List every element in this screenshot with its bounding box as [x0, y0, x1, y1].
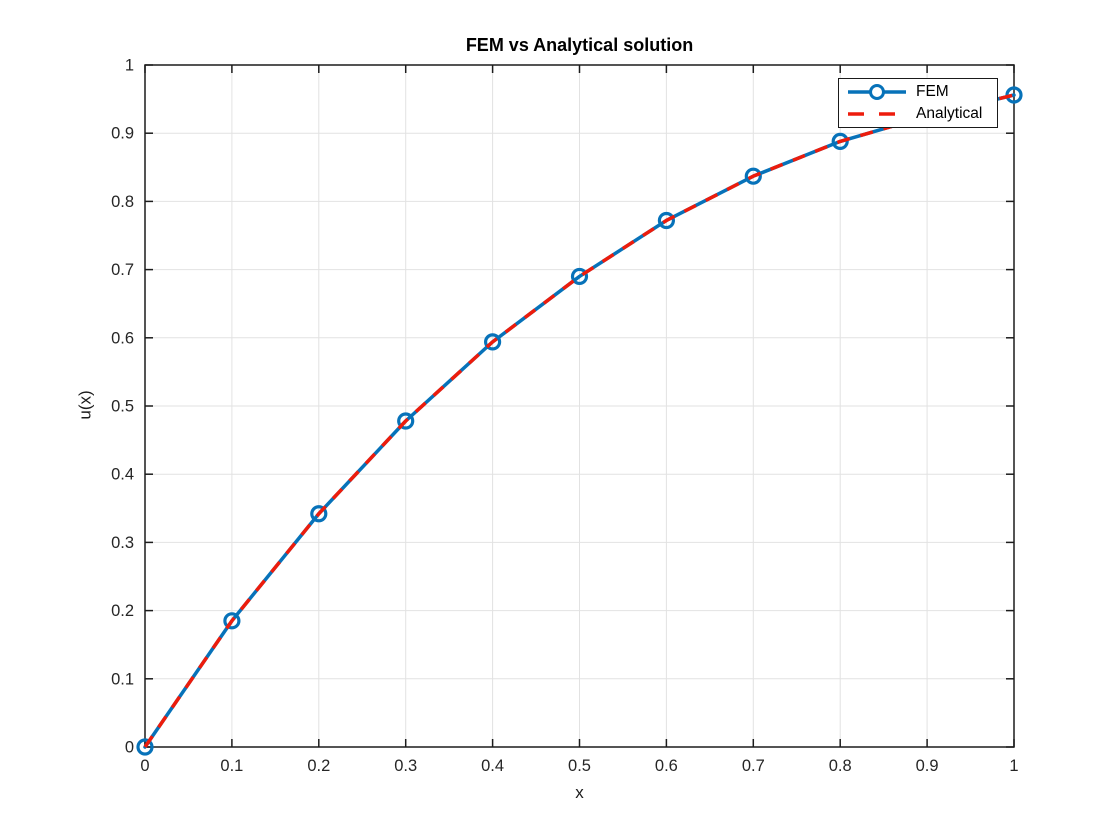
y-tick-label: 0.8 [111, 193, 134, 211]
fem-line-sample-icon [848, 84, 906, 100]
legend-label-fem: FEM [916, 83, 949, 100]
legend-item-analytical: Analytical [839, 104, 997, 125]
x-tick-label: 0.2 [307, 757, 330, 775]
fem-marker [223, 612, 241, 630]
x-tick-label: 0.3 [394, 757, 417, 775]
fem-marker [831, 132, 849, 150]
legend-label-analytical: Analytical [916, 105, 983, 122]
analytical-line-sample-icon [848, 112, 906, 116]
x-tick-label: 0.7 [742, 757, 765, 775]
x-tick-label: 0.6 [655, 757, 678, 775]
x-tick-label: 0 [140, 757, 149, 775]
fem-marker [397, 412, 415, 430]
x-tick-label: 0.9 [916, 757, 939, 775]
y-tick-label: 0.4 [111, 466, 134, 484]
y-tick-label: 0.7 [111, 261, 134, 279]
y-tick-label: 0 [125, 739, 134, 757]
y-tick-label: 0.3 [111, 534, 134, 552]
fem-marker [657, 211, 676, 230]
chart-title: FEM vs Analytical solution [465, 35, 694, 55]
fem-marker [484, 333, 502, 351]
x-tick-label: 0.5 [568, 757, 591, 775]
fem-marker [136, 738, 154, 756]
y-tick-label: 0.1 [111, 670, 134, 688]
legend-box: FEM Analytical [838, 78, 998, 128]
fem-marker [310, 505, 328, 523]
x-tick-label: 1 [1009, 757, 1018, 775]
legend-item-fem: FEM [839, 82, 997, 103]
x-tick-label: 0.1 [220, 757, 243, 775]
y-tick-label: 1 [125, 57, 134, 75]
x-tick-label: 0.4 [481, 757, 504, 775]
x-axis-label: x [575, 783, 584, 802]
y-tick-label: 0.5 [111, 398, 134, 416]
y-tick-label: 0.9 [111, 125, 134, 143]
y-tick-label: 0.6 [111, 329, 134, 347]
y-axis-label: u(x) [75, 390, 95, 420]
y-tick-label: 0.2 [111, 602, 134, 620]
analytical-line [143, 93, 1015, 748]
x-tick-label: 0.8 [829, 757, 852, 775]
fem-marker [570, 267, 589, 286]
fem-marker [744, 167, 762, 185]
